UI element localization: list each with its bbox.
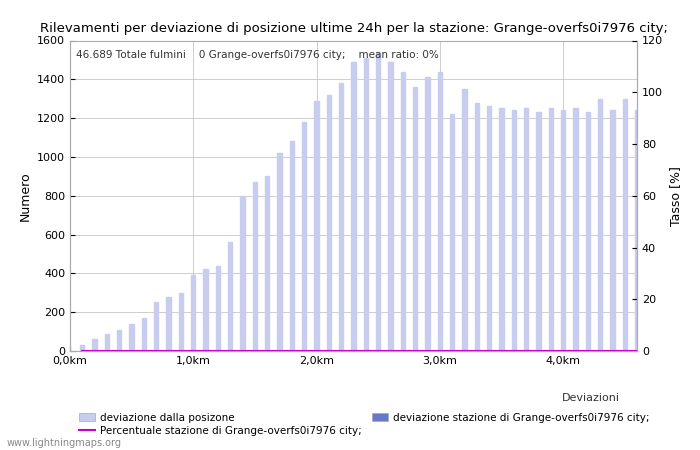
Bar <box>167 297 171 351</box>
Bar <box>364 58 368 351</box>
Bar <box>400 72 405 351</box>
Bar <box>351 62 356 351</box>
Bar <box>204 270 208 351</box>
Bar <box>92 339 97 351</box>
Bar <box>314 101 318 351</box>
Bar <box>327 95 331 351</box>
Bar <box>549 108 553 351</box>
Bar <box>154 302 158 351</box>
Bar <box>191 275 195 351</box>
Bar <box>622 99 626 351</box>
Bar <box>130 324 134 351</box>
Bar <box>178 293 183 351</box>
Bar <box>610 110 615 351</box>
Bar <box>598 99 602 351</box>
Bar <box>240 196 245 351</box>
Bar <box>302 122 307 351</box>
Bar <box>290 141 294 351</box>
Text: www.lightningmaps.org: www.lightningmaps.org <box>7 438 122 448</box>
Bar <box>339 83 343 351</box>
Bar <box>117 330 122 351</box>
Text: Deviazioni: Deviazioni <box>561 393 620 403</box>
Title: Rilevamenti per deviazione di posizione ultime 24h per la stazione: Grange-overf: Rilevamenti per deviazione di posizione … <box>40 22 667 35</box>
Text: 46.689 Totale fulmini    0 Grange-overfs0i7976 city;    mean ratio: 0%: 46.689 Totale fulmini 0 Grange-overfs0i7… <box>76 50 438 60</box>
Bar <box>277 153 281 351</box>
Bar <box>450 114 454 351</box>
Bar <box>216 266 220 351</box>
Bar <box>561 110 565 351</box>
Y-axis label: Numero: Numero <box>18 171 32 220</box>
Bar <box>462 89 467 351</box>
Bar <box>438 72 442 351</box>
Bar <box>265 176 270 351</box>
Bar <box>389 62 393 351</box>
Bar <box>512 110 516 351</box>
Bar <box>635 110 639 351</box>
Bar <box>573 108 578 351</box>
Legend: deviazione dalla posizone, Percentuale stazione di Grange-overfs0i7976 city;, de: deviazione dalla posizone, Percentuale s… <box>75 409 654 440</box>
Bar <box>80 345 85 351</box>
Bar <box>475 103 479 351</box>
Bar <box>524 108 528 351</box>
Bar <box>585 112 590 351</box>
Y-axis label: Tasso [%]: Tasso [%] <box>668 166 682 226</box>
Bar <box>142 318 146 351</box>
Bar <box>499 108 503 351</box>
Bar <box>426 77 430 351</box>
Bar <box>253 182 257 351</box>
Bar <box>487 107 491 351</box>
Bar <box>536 112 540 351</box>
Bar <box>105 333 109 351</box>
Bar <box>228 242 232 351</box>
Bar <box>376 52 380 351</box>
Bar <box>413 87 417 351</box>
